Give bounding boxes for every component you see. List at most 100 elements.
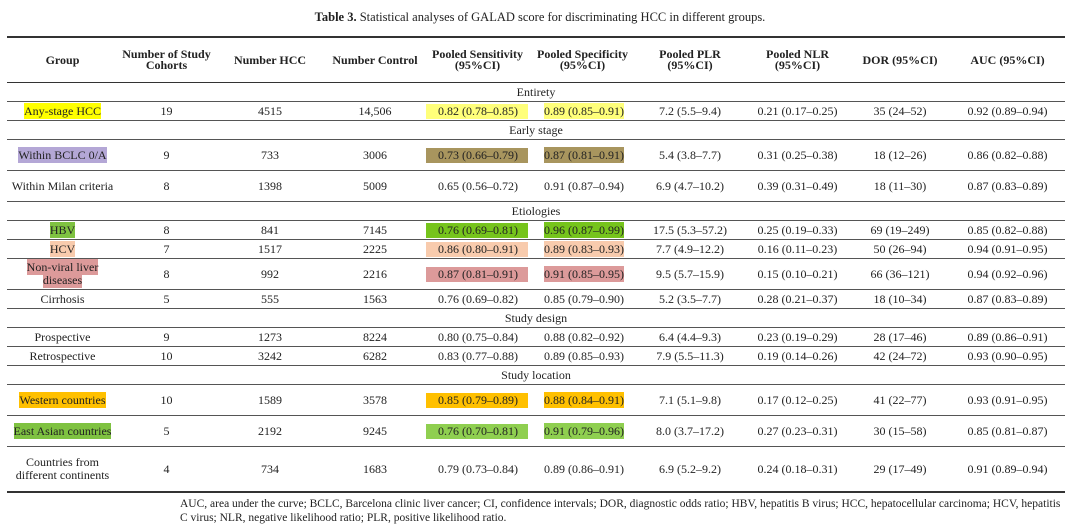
cell-auc-text: 0.93 (0.90–0.95) bbox=[967, 348, 1048, 363]
cell-auc-text: 0.92 (0.89–0.94) bbox=[967, 103, 1048, 118]
cell-sens: 0.79 (0.73–0.84) bbox=[425, 447, 530, 493]
cell-control: 1563 bbox=[325, 290, 425, 309]
cell-group: East Asian countries bbox=[7, 416, 118, 447]
cell-nlr: 0.17 (0.12–0.25) bbox=[745, 385, 850, 416]
cell-dor-text: 28 (17–46) bbox=[873, 329, 927, 344]
cell-hcc-text: 2192 bbox=[258, 423, 282, 438]
table-caption: Table 3. Statistical analyses of GALAD s… bbox=[0, 10, 1080, 25]
section-title: Early stage bbox=[7, 120, 1065, 140]
cell-nlr-text: 0.27 (0.23–0.31) bbox=[757, 423, 838, 438]
cell-spec-text: 0.89 (0.83–0.93) bbox=[544, 240, 624, 257]
cell-dor-text: 66 (36–121) bbox=[870, 266, 930, 281]
cell-spec-text: 0.88 (0.82–0.92) bbox=[544, 329, 624, 344]
header-nlr: Pooled NLR (95%CI) bbox=[766, 47, 829, 72]
cell-sens-text: 0.82 (0.78–0.85) bbox=[426, 103, 528, 119]
cell-dor-text: 35 (24–52) bbox=[873, 103, 927, 118]
cell-group-text: Western countries bbox=[19, 391, 106, 408]
cell-auc: 0.85 (0.82–0.88) bbox=[950, 221, 1065, 240]
cell-nlr-text: 0.31 (0.25–0.38) bbox=[757, 147, 838, 162]
cell-plr: 6.9 (5.2–9.2) bbox=[635, 447, 745, 493]
cell-spec: 0.89 (0.85–0.91) bbox=[530, 102, 635, 121]
cell-auc: 0.94 (0.91–0.95) bbox=[950, 240, 1065, 259]
cell-dor-text: 30 (15–58) bbox=[873, 423, 927, 438]
cell-hcc: 734 bbox=[215, 447, 325, 493]
cell-spec-text: 0.87 (0.81–0.91) bbox=[544, 146, 624, 163]
cell-spec: 0.88 (0.84–0.91) bbox=[530, 385, 635, 416]
section-title: Study design bbox=[7, 308, 1065, 328]
cell-dor-text: 18 (12–26) bbox=[873, 147, 927, 162]
cell-auc-text: 0.94 (0.92–0.96) bbox=[967, 266, 1048, 281]
cell-spec-text: 0.89 (0.85–0.91) bbox=[544, 102, 624, 119]
cell-sens-text: 0.80 (0.75–0.84) bbox=[438, 329, 518, 344]
header-group: Group bbox=[45, 52, 80, 67]
cell-group: HCV bbox=[7, 240, 118, 259]
cell-cohorts-text: 5 bbox=[163, 423, 170, 438]
cell-control-text: 9245 bbox=[363, 423, 387, 438]
cell-control: 7145 bbox=[325, 221, 425, 240]
cell-plr-text: 8.0 (3.7–17.2) bbox=[656, 423, 724, 438]
cell-sens: 0.83 (0.77–0.88) bbox=[425, 347, 530, 366]
cell-group-text: HCV bbox=[49, 240, 76, 257]
cell-spec: 0.91 (0.79–0.96) bbox=[530, 416, 635, 447]
cell-auc-text: 0.89 (0.86–0.91) bbox=[967, 329, 1048, 344]
cell-group: HBV bbox=[7, 221, 118, 240]
cell-sens-text: 0.85 (0.79–0.89) bbox=[426, 392, 528, 408]
cell-control: 8224 bbox=[325, 328, 425, 347]
cell-plr: 9.5 (5.7–15.9) bbox=[635, 259, 745, 290]
cell-dor-text: 50 (26–94) bbox=[873, 241, 927, 256]
cell-sens-text: 0.65 (0.56–0.72) bbox=[438, 178, 518, 193]
cell-control: 3006 bbox=[325, 140, 425, 171]
cell-cohorts: 7 bbox=[118, 240, 215, 259]
cell-hcc-text: 3242 bbox=[258, 348, 282, 363]
cell-dor: 69 (19–249) bbox=[850, 221, 950, 240]
cell-spec: 0.89 (0.86–0.91) bbox=[530, 447, 635, 493]
cell-spec-text: 0.91 (0.87–0.94) bbox=[544, 178, 624, 193]
cell-nlr: 0.27 (0.23–0.31) bbox=[745, 416, 850, 447]
cell-spec: 0.85 (0.79–0.90) bbox=[530, 290, 635, 309]
cell-plr: 5.4 (3.8–7.7) bbox=[635, 140, 745, 171]
cell-auc: 0.87 (0.83–0.89) bbox=[950, 290, 1065, 309]
cell-sens-text: 0.87 (0.81–0.91) bbox=[426, 266, 528, 282]
section-row: Study location bbox=[7, 365, 1065, 385]
cell-hcc: 4515 bbox=[215, 102, 325, 121]
cell-cohorts: 5 bbox=[118, 290, 215, 309]
cell-dor: 29 (17–49) bbox=[850, 447, 950, 493]
cell-dor: 28 (17–46) bbox=[850, 328, 950, 347]
cell-auc: 0.94 (0.92–0.96) bbox=[950, 259, 1065, 290]
cell-sens-text: 0.86 (0.80–0.91) bbox=[426, 241, 528, 257]
cell-nlr-text: 0.16 (0.11–0.23) bbox=[757, 241, 838, 256]
cell-plr-text: 7.2 (5.5–9.4) bbox=[659, 103, 721, 118]
cell-spec-text: 0.91 (0.79–0.96) bbox=[544, 422, 624, 439]
cell-hcc: 1273 bbox=[215, 328, 325, 347]
cell-sens: 0.76 (0.70–0.81) bbox=[425, 416, 530, 447]
cell-control-text: 1683 bbox=[363, 461, 387, 476]
cell-dor: 42 (24–72) bbox=[850, 347, 950, 366]
cell-nlr: 0.21 (0.17–0.25) bbox=[745, 102, 850, 121]
cell-group: Western countries bbox=[7, 385, 118, 416]
cell-auc: 0.87 (0.83–0.89) bbox=[950, 171, 1065, 202]
cell-plr: 7.2 (5.5–9.4) bbox=[635, 102, 745, 121]
header-plr: Pooled PLR (95%CI) bbox=[659, 47, 721, 72]
cell-spec-text: 0.88 (0.84–0.91) bbox=[544, 391, 624, 408]
cell-dor: 50 (26–94) bbox=[850, 240, 950, 259]
table-row: HCV 7 1517 2225 0.86 (0.80–0.91) 0.89 (0.83–0… bbox=[7, 240, 1065, 259]
cell-control: 3578 bbox=[325, 385, 425, 416]
cell-group: Within BCLC 0/A bbox=[7, 140, 118, 171]
cell-spec-text: 0.89 (0.85–0.93) bbox=[544, 348, 624, 363]
cell-auc-text: 0.85 (0.82–0.88) bbox=[967, 222, 1048, 237]
cell-cohorts: 5 bbox=[118, 416, 215, 447]
cell-sens: 0.82 (0.78–0.85) bbox=[425, 102, 530, 121]
cell-sens: 0.86 (0.80–0.91) bbox=[425, 240, 530, 259]
cell-nlr: 0.31 (0.25–0.38) bbox=[745, 140, 850, 171]
cell-sens-text: 0.76 (0.69–0.82) bbox=[438, 291, 518, 306]
cell-sens: 0.76 (0.69–0.81) bbox=[425, 221, 530, 240]
table-row: Cirrhosis 5 555 1563 0.76 (0.69–0.82) 0.85 (0… bbox=[7, 290, 1065, 309]
footnote: AUC, area under the curve; BCLC, Barcelo… bbox=[180, 498, 1061, 524]
cell-cohorts-text: 4 bbox=[163, 461, 170, 476]
cell-spec-text: 0.91 (0.85–0.95) bbox=[544, 265, 624, 282]
cell-plr: 6.9 (4.7–10.2) bbox=[635, 171, 745, 202]
cell-hcc-text: 841 bbox=[261, 222, 279, 237]
cell-cohorts: 4 bbox=[118, 447, 215, 493]
cell-plr: 8.0 (3.7–17.2) bbox=[635, 416, 745, 447]
cell-plr: 5.2 (3.5–7.7) bbox=[635, 290, 745, 309]
